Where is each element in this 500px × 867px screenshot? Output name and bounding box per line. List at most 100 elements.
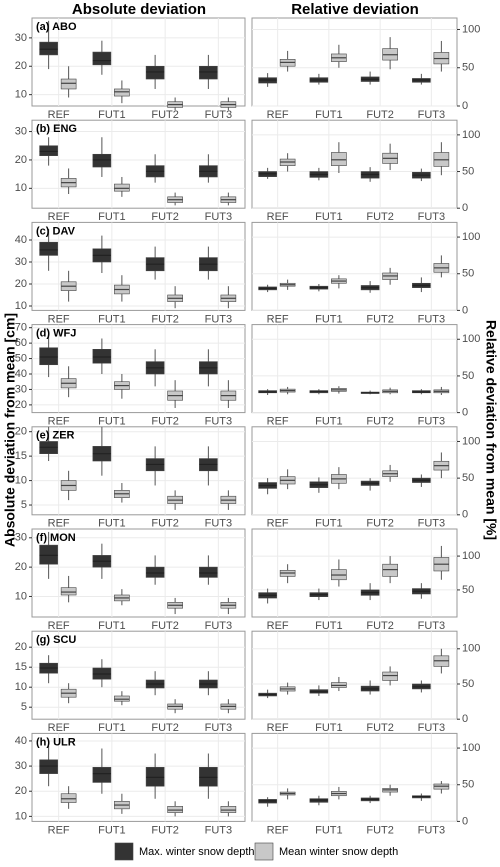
x-tick-label: FUT2 [366, 620, 394, 632]
panel-label: (b) ENG [36, 123, 77, 135]
y-tick-label: 20 [15, 154, 27, 166]
y-tick-label: 0 [462, 713, 468, 725]
x-tick-label: FUT3 [418, 211, 446, 223]
x-tick-label: FUT1 [315, 824, 343, 836]
y-axis-label: Absolute deviation from mean [cm] [2, 313, 18, 547]
panel [31, 630, 246, 720]
box [39, 544, 58, 565]
x-tick-label: FUT2 [151, 722, 179, 734]
y-tick-label: 100 [462, 333, 480, 345]
x-tick-label: REF [267, 416, 289, 428]
x-tick-label: FUT1 [98, 620, 126, 632]
x-tick-label: FUT1 [315, 313, 343, 325]
y-tick-label: 10 [15, 590, 27, 602]
x-tick-label: FUT1 [98, 518, 126, 530]
x-tick-label: FUT3 [418, 109, 446, 121]
y-tick-label: 40 [15, 234, 27, 246]
x-tick-label: FUT3 [418, 313, 446, 325]
y-tick-label: 20 [15, 278, 27, 290]
y-tick-label: 0 [462, 509, 468, 521]
y-tick-label: 50 [462, 779, 474, 791]
x-tick-label: REF [267, 518, 289, 530]
x-tick-label: FUT1 [315, 211, 343, 223]
y-tick-label: 0 [462, 202, 468, 214]
x-tick-label: FUT2 [366, 518, 394, 530]
y-tick-label: 50 [462, 165, 474, 177]
x-tick-label: REF [267, 109, 289, 121]
panel [251, 732, 458, 822]
x-tick-label: FUT2 [151, 109, 179, 121]
box [39, 347, 58, 366]
y-tick-label: 30 [15, 760, 27, 772]
y-tick-label: 20 [15, 785, 27, 797]
box [199, 65, 218, 80]
y-axis-label: Relative deviation from mean [%] [483, 320, 499, 540]
x-tick-label: REF [48, 722, 70, 734]
panel [251, 426, 458, 516]
x-tick-label: FUT3 [205, 416, 233, 428]
x-tick-label: FUT1 [315, 416, 343, 428]
y-tick-label: 0 [462, 815, 468, 827]
y-tick-label: 50 [15, 352, 27, 364]
x-tick-label: FUT1 [98, 722, 126, 734]
y-tick-label: 20 [15, 399, 27, 411]
y-tick-label: 5 [21, 701, 27, 713]
y-tick-label: 100 [462, 742, 480, 754]
panel-label: (h) ULR [36, 736, 76, 748]
y-tick-label: 15 [15, 450, 27, 462]
x-tick-label: FUT2 [151, 824, 179, 836]
y-tick-label: 100 [462, 643, 480, 655]
panel [31, 17, 246, 107]
panel [251, 630, 458, 720]
panel [251, 17, 458, 107]
x-tick-label: REF [48, 416, 70, 428]
x-tick-label: REF [48, 211, 70, 223]
y-tick-label: 50 [462, 268, 474, 280]
y-tick-label: 10 [15, 474, 27, 486]
y-tick-label: 30 [15, 532, 27, 544]
y-tick-label: 20 [15, 426, 27, 438]
y-tick-label: 40 [15, 735, 27, 747]
box [60, 78, 77, 90]
y-tick-label: 10 [15, 300, 27, 312]
y-tick-label: 0 [462, 407, 468, 419]
x-tick-label: FUT2 [366, 109, 394, 121]
panel-label: (c) DAV [36, 225, 76, 237]
box [39, 145, 58, 156]
x-tick-label: FUT2 [366, 824, 394, 836]
box [145, 767, 165, 787]
box [39, 241, 58, 256]
x-tick-label: FUT1 [98, 416, 126, 428]
y-tick-label: 10 [15, 89, 27, 101]
panel [251, 324, 458, 414]
panel-label: (e) ZER [36, 430, 75, 442]
y-tick-label: 10 [15, 810, 27, 822]
x-tick-label: FUT1 [98, 211, 126, 223]
x-tick-label: FUT1 [98, 824, 126, 836]
x-tick-label: FUT3 [418, 824, 446, 836]
column-title: Absolute deviation [72, 1, 206, 18]
x-tick-label: FUT2 [151, 620, 179, 632]
y-tick-label: 100 [462, 550, 480, 562]
box [114, 88, 130, 97]
box [382, 671, 398, 681]
box [60, 793, 77, 803]
x-tick-label: FUT2 [151, 211, 179, 223]
y-tick-label: 30 [15, 383, 27, 395]
legend-swatch [114, 842, 134, 861]
box [331, 152, 347, 166]
y-tick-label: 100 [462, 23, 480, 35]
box [114, 695, 130, 702]
x-tick-label: REF [267, 313, 289, 325]
box [114, 183, 130, 192]
y-tick-label: 10 [15, 681, 27, 693]
panel-label: (a) ABO [36, 21, 77, 33]
box [92, 349, 112, 364]
y-tick-label: 20 [15, 641, 27, 653]
box [145, 65, 165, 80]
x-tick-label: REF [48, 518, 70, 530]
x-tick-label: FUT1 [98, 313, 126, 325]
box [145, 566, 165, 578]
y-tick-label: 100 [462, 435, 480, 447]
